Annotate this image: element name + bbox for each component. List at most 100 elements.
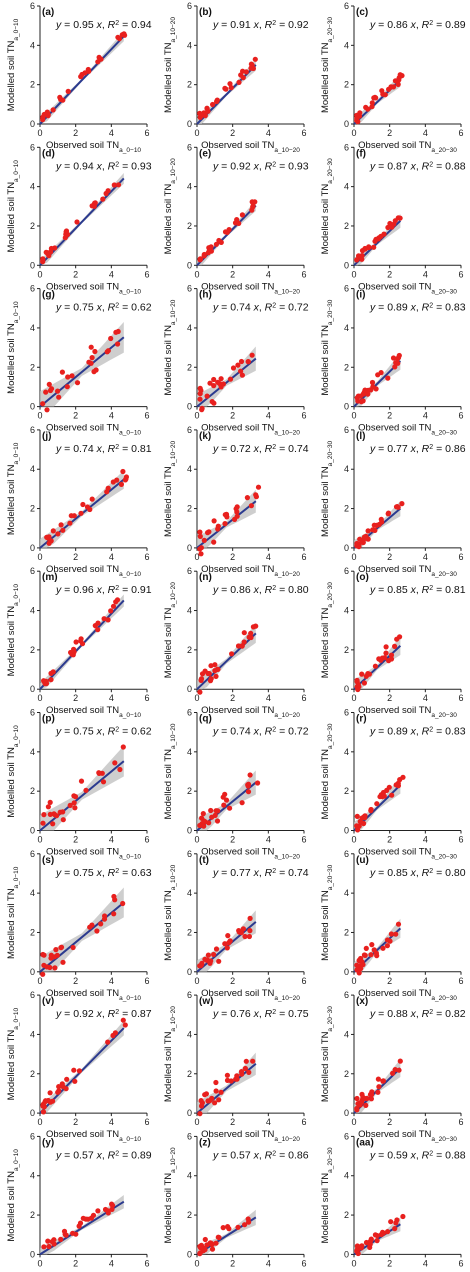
y-tick-label: 4 (30, 1029, 35, 1039)
data-point (246, 1069, 252, 1075)
y-tick-label: 4 (30, 464, 35, 474)
x-tick-label: 4 (109, 976, 114, 986)
confidence-band (40, 322, 124, 407)
data-point (381, 231, 387, 237)
y-tick-label: 4 (344, 40, 349, 50)
y-tick-label: 4 (344, 606, 349, 616)
y-axis-label: Modelled soil TNa_10−20 (163, 582, 177, 678)
regression-equation: y = 0.89 x, R2 = 0.83 (369, 726, 466, 738)
data-point (226, 940, 232, 946)
data-point (378, 1231, 384, 1238)
data-point (250, 1058, 256, 1064)
data-point (392, 643, 398, 650)
y-tick-label: 2 (187, 362, 192, 372)
panel-label: (p) (42, 714, 55, 725)
y-axis-label: Modelled soil TNa_10−20 (163, 723, 177, 819)
x-tick-label: 0 (37, 1258, 42, 1268)
y-tick-label: 2 (344, 80, 349, 90)
x-tick-label: 0 (194, 552, 199, 562)
y-tick-label: 0 (30, 1108, 35, 1118)
data-point (216, 958, 222, 964)
data-point (369, 942, 375, 948)
data-point (374, 801, 380, 807)
data-point (242, 1065, 248, 1072)
x-tick-label: 0 (351, 976, 356, 986)
y-tick-label: 4 (187, 40, 192, 50)
data-point (82, 70, 88, 76)
data-point (48, 677, 54, 683)
x-tick-label: 6 (458, 411, 463, 421)
data-point (222, 941, 228, 947)
x-tick-label: 0 (351, 1258, 356, 1268)
y-axis-label: Modelled soil TNa_0−10 (6, 1149, 20, 1242)
data-point (218, 239, 224, 245)
y-tick-label: 4 (344, 323, 349, 333)
y-tick-label: 6 (344, 284, 349, 294)
x-tick-label: 2 (387, 1117, 392, 1127)
data-point (202, 1236, 208, 1243)
data-point (67, 802, 73, 809)
regression-equation: y = 0.75 x, R2 = 0.63 (55, 867, 152, 879)
regression-equation: y = 0.77 x, R2 = 0.74 (212, 867, 309, 879)
confidence-band (40, 745, 124, 831)
y-axis-label: Modelled soil TNa_10−20 (163, 1006, 177, 1102)
data-point (87, 506, 93, 513)
y-tick-label: 4 (344, 1171, 349, 1181)
data-point (369, 379, 376, 386)
data-point (249, 352, 255, 358)
data-point (218, 376, 224, 382)
y-axis-label: Modelled soil TNa_10−20 (163, 864, 177, 960)
data-point (197, 256, 204, 262)
regression-equation: y = 0.86 x, R2 = 0.80 (212, 584, 309, 596)
x-tick-label: 4 (266, 552, 271, 562)
data-point (209, 1095, 215, 1101)
data-point (78, 636, 84, 642)
data-point (105, 617, 111, 623)
data-point (359, 248, 366, 254)
data-point (371, 95, 377, 101)
confidence-band (354, 1217, 401, 1255)
data-point (198, 1103, 205, 1109)
x-axis-label: Observed soil TNa_20−30 (358, 140, 457, 154)
x-axis-label: Observed soil TNa_0−10 (46, 564, 141, 578)
x-tick-label: 6 (301, 1258, 306, 1268)
data-point (361, 680, 367, 686)
data-point (233, 506, 239, 512)
data-point (397, 1058, 403, 1064)
regression-equation: y = 0.85 x, R2 = 0.80 (369, 867, 466, 879)
x-tick-label: 0 (194, 835, 199, 845)
data-point (210, 101, 216, 108)
y-tick-label: 4 (30, 40, 35, 50)
data-point (358, 965, 364, 972)
data-point (238, 368, 244, 374)
data-point (205, 952, 211, 958)
data-point (242, 1222, 248, 1228)
x-tick-label: 0 (351, 835, 356, 845)
data-point (57, 809, 63, 815)
data-point (393, 1220, 399, 1226)
x-tick-label: 0 (194, 128, 199, 138)
data-point (232, 220, 239, 226)
x-tick-label: 4 (266, 1258, 271, 1268)
y-tick-label: 6 (344, 425, 349, 435)
y-tick-label: 0 (30, 826, 35, 836)
x-tick-label: 0 (194, 693, 199, 703)
data-point (245, 783, 251, 789)
data-point (60, 527, 66, 533)
x-tick-label: 6 (144, 1117, 149, 1127)
panel-label: (r) (356, 714, 367, 725)
y-tick-label: 4 (187, 464, 192, 474)
x-tick-label: 0 (194, 269, 199, 279)
data-point (373, 386, 379, 392)
data-point (214, 818, 221, 824)
x-tick-label: 2 (73, 835, 78, 845)
data-point (395, 81, 401, 87)
data-point (248, 61, 254, 67)
data-point (388, 1219, 394, 1225)
data-point (216, 1097, 222, 1103)
data-point (46, 534, 52, 540)
